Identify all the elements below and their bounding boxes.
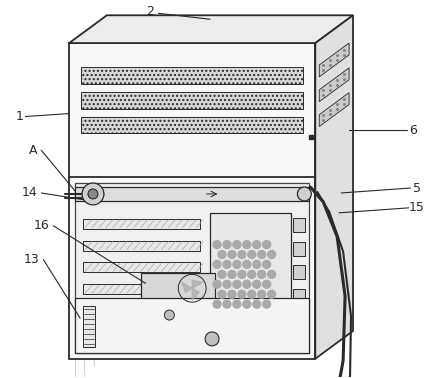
Circle shape [263,241,271,249]
Circle shape [253,260,261,268]
Circle shape [88,189,98,199]
Circle shape [248,270,256,278]
Polygon shape [182,282,192,292]
Circle shape [223,260,231,268]
Bar [293,265,305,279]
Circle shape [248,290,256,298]
Circle shape [263,280,271,288]
Circle shape [233,300,241,308]
Circle shape [205,332,219,346]
Circle shape [243,300,251,308]
Circle shape [213,280,221,288]
Circle shape [228,251,236,259]
Bar [75,298,309,353]
Circle shape [213,260,221,268]
Text: 16: 16 [33,219,49,232]
Bar [83,262,200,273]
Polygon shape [192,288,199,300]
Bar [69,43,315,359]
Text: 15: 15 [408,201,424,214]
Text: 1: 1 [16,110,24,123]
Circle shape [268,270,276,278]
Circle shape [238,251,246,259]
Circle shape [233,241,241,249]
Bar [83,306,200,316]
Text: A: A [29,144,38,157]
Text: 2: 2 [147,5,155,18]
Bar [141,273,215,303]
Circle shape [268,290,276,298]
Circle shape [223,300,231,308]
Polygon shape [315,15,353,359]
Circle shape [258,290,266,298]
Text: 5: 5 [412,181,420,195]
Text: 13: 13 [24,253,39,266]
Polygon shape [319,93,349,127]
Bar [293,218,305,232]
Circle shape [213,300,221,308]
Circle shape [233,280,241,288]
Circle shape [228,270,236,278]
Polygon shape [319,68,349,102]
Bar [83,241,200,251]
Circle shape [218,270,226,278]
Bar [83,284,200,294]
Circle shape [164,310,174,320]
Circle shape [223,241,231,249]
Circle shape [263,300,271,308]
Circle shape [213,241,221,249]
Bar [81,67,303,84]
Ellipse shape [169,190,201,198]
Text: 6: 6 [408,124,416,137]
Circle shape [243,260,251,268]
Bar [293,242,305,256]
Circle shape [218,290,226,298]
Circle shape [253,280,261,288]
Circle shape [238,270,246,278]
Circle shape [297,187,311,201]
Bar [75,187,309,201]
Circle shape [228,290,236,298]
Circle shape [258,251,266,259]
Bar [83,306,95,347]
Circle shape [248,251,256,259]
Circle shape [253,300,261,308]
Bar [75,183,309,353]
Bar [83,219,200,229]
Bar [210,213,291,311]
Circle shape [253,241,261,249]
Text: 14: 14 [22,186,37,200]
Bar [81,92,303,108]
Circle shape [263,260,271,268]
Circle shape [223,280,231,288]
Circle shape [243,241,251,249]
Circle shape [243,280,251,288]
Polygon shape [69,15,353,43]
Polygon shape [319,43,349,77]
Circle shape [238,290,246,298]
Bar [81,116,303,133]
Circle shape [82,183,104,205]
Circle shape [218,251,226,259]
Circle shape [268,251,276,259]
Polygon shape [192,280,202,288]
Bar [293,289,305,303]
Circle shape [258,270,266,278]
Circle shape [233,260,241,268]
